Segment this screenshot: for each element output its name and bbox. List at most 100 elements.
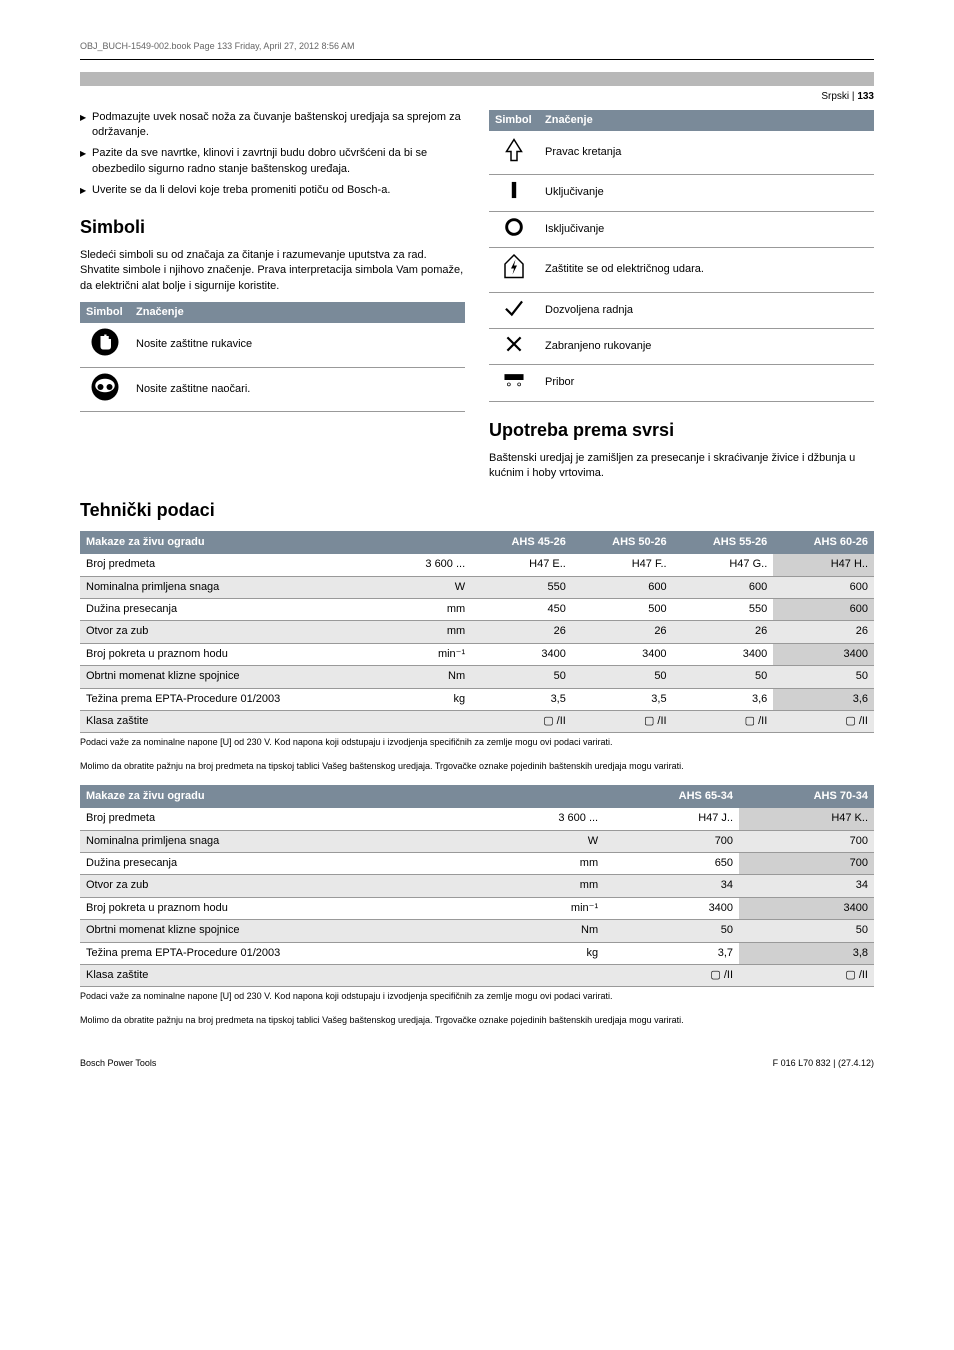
table-cell: Nominalna primljena snaga bbox=[80, 830, 499, 852]
table-cell: Nominalna primljena snaga bbox=[80, 576, 393, 598]
table-cell: Nm bbox=[499, 920, 604, 942]
table-cell: 34 bbox=[604, 875, 739, 897]
table-cell: 700 bbox=[739, 852, 874, 874]
th bbox=[499, 785, 604, 808]
table-cell: kg bbox=[393, 688, 471, 710]
table-cell: ▢ /II bbox=[471, 711, 572, 733]
table-cell: 50 bbox=[604, 920, 739, 942]
table-row: Broj predmeta3 600 ...H47 E..H47 F..H47 … bbox=[80, 554, 874, 576]
table-cell: 550 bbox=[471, 576, 572, 598]
table-cell: mm bbox=[393, 621, 471, 643]
divider bbox=[80, 59, 874, 60]
right-column: Simbol Značenje Pravac kretanja Uključiv… bbox=[489, 110, 874, 482]
th: AHS 45-26 bbox=[471, 531, 572, 554]
heading-upotreba: Upotreba prema svrsi bbox=[489, 418, 874, 443]
table-row: Klasa zaštite▢ /II▢ /II▢ /II▢ /II bbox=[80, 711, 874, 733]
table-row: Broj pokreta u praznom hodumin⁻¹34003400… bbox=[80, 643, 874, 665]
table-cell: 3400 bbox=[604, 897, 739, 919]
page-footer: Bosch Power Tools F 016 L70 832 | (27.4.… bbox=[80, 1057, 874, 1070]
cross-icon bbox=[489, 328, 539, 364]
table-row: Broj pokreta u praznom hodumin⁻¹34003400 bbox=[80, 897, 874, 919]
footer-left: Bosch Power Tools bbox=[80, 1057, 156, 1070]
footer-right: F 016 L70 832 | (27.4.12) bbox=[773, 1057, 874, 1070]
table-cell: 700 bbox=[739, 830, 874, 852]
th: Makaze za živu ogradu bbox=[80, 785, 499, 808]
table-cell: 3,7 bbox=[604, 942, 739, 964]
table-row: Nominalna primljena snagaW550600600600 bbox=[80, 576, 874, 598]
arrow-up-icon bbox=[489, 131, 539, 175]
sym-text: Zabranjeno rukovanje bbox=[539, 328, 874, 364]
table-cell: ▢ /II bbox=[673, 711, 774, 733]
table-cell: H47 J.. bbox=[604, 808, 739, 830]
table-cell: 50 bbox=[773, 666, 874, 688]
sym-text: Isključivanje bbox=[539, 211, 874, 247]
table-row: Otvor za zubmm26262626 bbox=[80, 621, 874, 643]
simboli-intro: Sledeći simboli su od značaja za čitanje… bbox=[80, 248, 465, 294]
table-cell: Broj pokreta u praznom hodu bbox=[80, 897, 499, 919]
table-cell: mm bbox=[499, 852, 604, 874]
spec-table-1: Makaze za živu ogradu AHS 45-26 AHS 50-2… bbox=[80, 531, 874, 734]
table-cell: H47 H.. bbox=[773, 554, 874, 576]
table-cell: Obrtni momenat klizne spojnice bbox=[80, 920, 499, 942]
table-cell: 3,5 bbox=[572, 688, 673, 710]
table-cell: Broj pokreta u praznom hodu bbox=[80, 643, 393, 665]
table-cell: mm bbox=[499, 875, 604, 897]
th: AHS 60-26 bbox=[773, 531, 874, 554]
table-cell: 3 600 ... bbox=[499, 808, 604, 830]
table-row: Težina prema EPTA-Procedure 01/2003kg3,5… bbox=[80, 688, 874, 710]
table-cell: 3,5 bbox=[471, 688, 572, 710]
table-cell: min⁻¹ bbox=[393, 643, 471, 665]
table-cell: ▢ /II bbox=[773, 711, 874, 733]
table-cell: 34 bbox=[739, 875, 874, 897]
spec-table-2: Makaze za živu ogradu AHS 65-34 AHS 70-3… bbox=[80, 785, 874, 988]
table-cell: 3400 bbox=[673, 643, 774, 665]
table-cell: ▢ /II bbox=[572, 711, 673, 733]
upotreba-text: Baštenski uredjaj je zamišljen za presec… bbox=[489, 451, 874, 482]
th-simbol: Simbol bbox=[80, 302, 130, 323]
off-icon bbox=[489, 211, 539, 247]
table-cell: 650 bbox=[604, 852, 739, 874]
th: Makaze za živu ogradu bbox=[80, 531, 393, 554]
table-cell: 500 bbox=[572, 599, 673, 621]
goggles-icon bbox=[80, 367, 130, 411]
table-cell: Broj predmeta bbox=[80, 808, 499, 830]
goggles-text: Nosite zaštitne naočari. bbox=[130, 367, 465, 411]
table-cell: kg bbox=[499, 942, 604, 964]
table-cell: Klasa zaštite bbox=[80, 711, 393, 733]
table-cell: Otvor za zub bbox=[80, 621, 393, 643]
table-cell: 26 bbox=[773, 621, 874, 643]
table-cell: 700 bbox=[604, 830, 739, 852]
check-icon bbox=[489, 292, 539, 328]
table-cell: 3,6 bbox=[773, 688, 874, 710]
on-icon bbox=[489, 175, 539, 211]
bullet-item: Pazite da sve navrtke, klinovi i zavrtnj… bbox=[80, 146, 465, 177]
table-cell: Obrtni momenat klizne spojnice bbox=[80, 666, 393, 688]
table-cell: ▢ /II bbox=[604, 964, 739, 986]
table-cell: 3400 bbox=[773, 643, 874, 665]
table-cell: 450 bbox=[471, 599, 572, 621]
table-cell: Dužina presecanja bbox=[80, 852, 499, 874]
table-cell: mm bbox=[393, 599, 471, 621]
accessory-icon bbox=[489, 365, 539, 401]
table-row: Dužina presecanjamm450500550600 bbox=[80, 599, 874, 621]
th: AHS 70-34 bbox=[739, 785, 874, 808]
sym-text: Zaštitite se od električnog udara. bbox=[539, 248, 874, 292]
table-cell: min⁻¹ bbox=[499, 897, 604, 919]
page-header: Srpski | 133 bbox=[80, 90, 874, 104]
th: AHS 55-26 bbox=[673, 531, 774, 554]
table-cell: 50 bbox=[471, 666, 572, 688]
table-cell: 26 bbox=[471, 621, 572, 643]
footnote: Podaci važe za nominalne napone [U] od 2… bbox=[80, 737, 874, 749]
table-cell: 3400 bbox=[471, 643, 572, 665]
table-cell: Nm bbox=[393, 666, 471, 688]
table-cell: Dužina presecanja bbox=[80, 599, 393, 621]
table-cell: 3,8 bbox=[739, 942, 874, 964]
th bbox=[393, 531, 471, 554]
table-cell: ▢ /II bbox=[739, 964, 874, 986]
th: AHS 50-26 bbox=[572, 531, 673, 554]
table-cell: 3 600 ... bbox=[393, 554, 471, 576]
table-row: Nominalna primljena snagaW700700 bbox=[80, 830, 874, 852]
table-row: Broj predmeta3 600 ...H47 J..H47 K.. bbox=[80, 808, 874, 830]
table-cell: Broj predmeta bbox=[80, 554, 393, 576]
table-row: Otvor za zubmm3434 bbox=[80, 875, 874, 897]
